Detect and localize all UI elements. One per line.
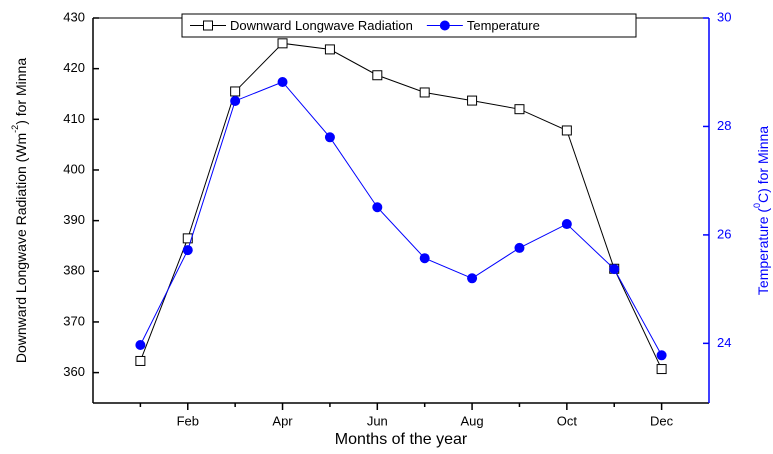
y-axis-label-part: Downward Longwave Radiation (Wm bbox=[13, 133, 29, 363]
marker bbox=[324, 132, 335, 143]
marker bbox=[609, 264, 620, 275]
marker bbox=[372, 202, 383, 213]
marker bbox=[230, 86, 241, 97]
x-tick-label: Apr bbox=[272, 413, 293, 428]
x-tick-label: Feb bbox=[177, 413, 199, 428]
marker bbox=[656, 364, 667, 375]
plot-area bbox=[93, 18, 709, 403]
marker bbox=[561, 219, 572, 230]
y2-axis-label: Temperature (0C) for Minna bbox=[752, 126, 770, 295]
marker bbox=[419, 87, 430, 98]
marker bbox=[514, 242, 525, 253]
marker bbox=[324, 44, 335, 55]
marker bbox=[372, 70, 383, 81]
marker bbox=[182, 233, 193, 244]
y2-axis-label-part: C) for Minna bbox=[755, 126, 771, 203]
marker bbox=[277, 76, 288, 87]
series-line bbox=[139, 42, 663, 370]
x-tick-label: Aug bbox=[461, 413, 484, 428]
y2-tick-label: 24 bbox=[717, 335, 731, 350]
y-axis-label-part: ) for Minna bbox=[13, 58, 29, 125]
y2-tick-label: 26 bbox=[717, 226, 731, 241]
y2-axis-label-part: Temperature ( bbox=[755, 208, 771, 295]
marker bbox=[419, 253, 430, 264]
marker bbox=[230, 95, 241, 106]
y-tick-label: 380 bbox=[63, 263, 85, 278]
marker bbox=[182, 245, 193, 256]
y-axis-label-part: -2 bbox=[10, 125, 20, 133]
marker bbox=[135, 339, 146, 350]
y-tick-label: 370 bbox=[63, 313, 85, 328]
x-tick-label: Oct bbox=[557, 413, 578, 428]
y-tick-label: 430 bbox=[63, 9, 85, 24]
marker bbox=[656, 350, 667, 361]
x-tick-label: Jun bbox=[367, 413, 388, 428]
marker bbox=[277, 38, 288, 49]
legend-marker bbox=[203, 20, 213, 31]
y-tick-label: 410 bbox=[63, 111, 85, 126]
y-tick-label: 420 bbox=[63, 60, 85, 75]
y-tick-label: 400 bbox=[63, 161, 85, 176]
marker bbox=[561, 125, 572, 136]
x-axis-label: Months of the year bbox=[335, 431, 468, 448]
marker bbox=[467, 95, 478, 106]
y-tick-label: 390 bbox=[63, 212, 85, 227]
legend-box bbox=[181, 13, 637, 38]
marker bbox=[514, 104, 525, 115]
y2-tick-label: 28 bbox=[717, 118, 731, 133]
y2-axis-label-part: 0 bbox=[752, 203, 762, 208]
y-tick-label: 360 bbox=[63, 364, 85, 379]
x-tick-label: Dec bbox=[650, 413, 674, 428]
y-axis-label: Downward Longwave Radiation (Wm-2) for M… bbox=[10, 58, 28, 363]
legend-label: Downward Longwave Radiation bbox=[230, 18, 413, 33]
series-line bbox=[139, 81, 663, 356]
y2-tick-label: 30 bbox=[717, 9, 731, 24]
legend-marker bbox=[439, 20, 450, 31]
marker bbox=[135, 355, 146, 366]
marker bbox=[467, 273, 478, 284]
legend-label: Temperature bbox=[467, 18, 540, 33]
